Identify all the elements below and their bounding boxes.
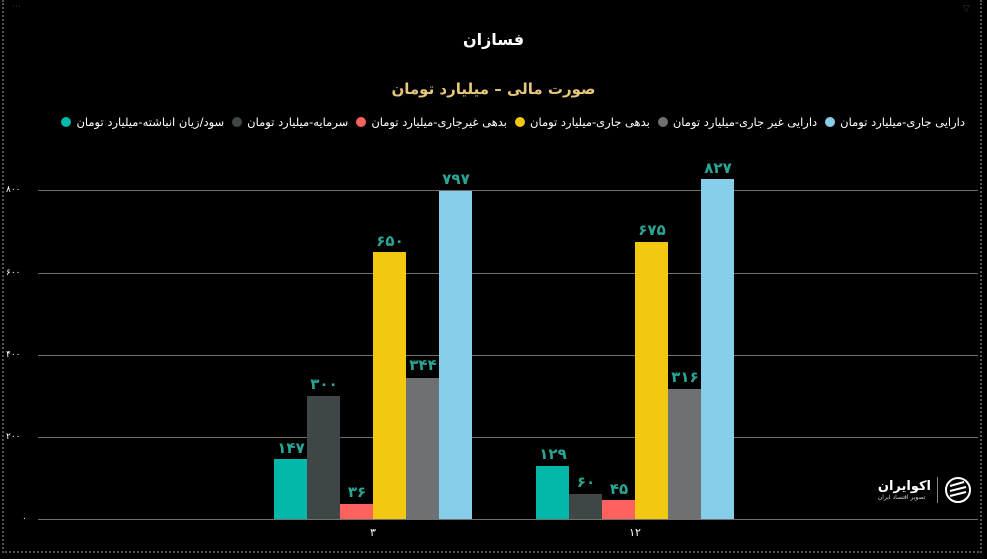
bar-noncurrent-assets-12[interactable]: [668, 389, 701, 519]
logo-tagline: تصویر اقتصاد ایران: [877, 494, 926, 501]
legend-label: سود/زیان انباشته-میلیارد تومان: [76, 115, 225, 129]
data-label: ۱۴۷: [277, 439, 305, 457]
legend-label: سرمایه-میلیارد تومان: [247, 115, 349, 129]
legend-item-retained-earnings[interactable]: سود/زیان انباشته-میلیارد تومان: [61, 115, 224, 129]
gridline-0: [38, 519, 978, 520]
data-label: ۶۷۵: [638, 221, 666, 239]
logo-name: اکوایران: [877, 479, 931, 494]
chart-subtitle: صورت مالی – میلیارد تومان: [391, 80, 596, 98]
filter-icon[interactable]: ▽: [963, 4, 970, 14]
ecoiran-logo-icon: [945, 477, 971, 503]
y-tick: ۶۰۰: [6, 268, 21, 278]
y-tick: ۰: [22, 514, 27, 524]
bar-capital-3[interactable]: [307, 396, 340, 519]
gridline-400: [38, 355, 978, 356]
legend-dot-icon: [232, 117, 243, 127]
bar-noncurrent-liabilities-12[interactable]: [602, 500, 635, 519]
legend-label: دارایی غیر جاری-میلیارد تومان: [672, 115, 818, 129]
bar-current-liabilities-3[interactable]: [373, 252, 406, 519]
legend-dot-icon: [356, 117, 367, 127]
bar-retained-earnings-12[interactable]: [536, 466, 569, 519]
data-label: ۶۰: [576, 473, 596, 491]
data-label: ۷۹۷: [442, 170, 470, 188]
x-tick: ۳: [370, 526, 376, 539]
y-tick: ۸۰۰: [6, 185, 21, 195]
chart-title: فسازان: [462, 30, 525, 49]
data-label: ۳۴۴: [409, 356, 437, 374]
bar-retained-earnings-3[interactable]: [274, 459, 307, 519]
logo-divider: [937, 477, 938, 503]
focus-mode-icon[interactable]: ⋯: [12, 2, 21, 12]
legend-label: بدهی غیرجاری-میلیارد تومان: [371, 115, 507, 129]
legend-item-noncurrent-assets[interactable]: دارایی غیر جاری-میلیارد تومان: [657, 115, 818, 129]
legend-dot-icon: [825, 117, 836, 127]
bar-noncurrent-assets-3[interactable]: [406, 378, 439, 519]
legend-dot-icon: [657, 117, 668, 127]
legend-label: بدهی جاری-میلیارد تومان: [530, 115, 650, 129]
y-tick: ۴۰۰: [6, 350, 21, 360]
legend-item-capital[interactable]: سرمایه-میلیارد تومان: [232, 115, 348, 129]
bar-current-liabilities-12[interactable]: [635, 242, 668, 519]
bar-current-assets-12[interactable]: [701, 179, 734, 519]
legend: دارایی جاری-میلیارد تومان دارایی غیر جار…: [61, 115, 965, 129]
legend-item-current-liabilities[interactable]: بدهی جاری-میلیارد تومان: [515, 115, 650, 129]
gridline-600: [38, 273, 978, 274]
gridline-200: [38, 437, 978, 438]
data-label: ۴۵: [609, 480, 629, 498]
bar-noncurrent-liabilities-3[interactable]: [340, 504, 373, 519]
data-label: ۳۱۶: [671, 368, 699, 386]
ecoiran-logo: اکوایران تصویر اقتصاد ایران: [872, 470, 972, 510]
legend-item-current-assets[interactable]: دارایی جاری-میلیارد تومان: [825, 115, 965, 129]
data-label: ۳۰۰: [310, 375, 338, 393]
legend-item-noncurrent-liabilities[interactable]: بدهی غیرجاری-میلیارد تومان: [356, 115, 507, 129]
data-label: ۶۵۰: [376, 232, 404, 250]
legend-dot-icon: [61, 117, 72, 127]
data-label: ۳۶: [347, 483, 367, 501]
bar-current-assets-3[interactable]: [439, 191, 472, 519]
data-label: ۱۲۹: [539, 445, 567, 463]
data-label: ۸۲۷: [704, 159, 732, 177]
bar-capital-12[interactable]: [569, 494, 602, 519]
legend-dot-icon: [515, 117, 525, 127]
x-tick: ۱۲: [629, 526, 641, 539]
legend-label: دارایی جاری-میلیارد تومان: [840, 115, 965, 129]
gridline-800: [38, 190, 978, 191]
y-tick: ۲۰۰: [6, 432, 21, 442]
